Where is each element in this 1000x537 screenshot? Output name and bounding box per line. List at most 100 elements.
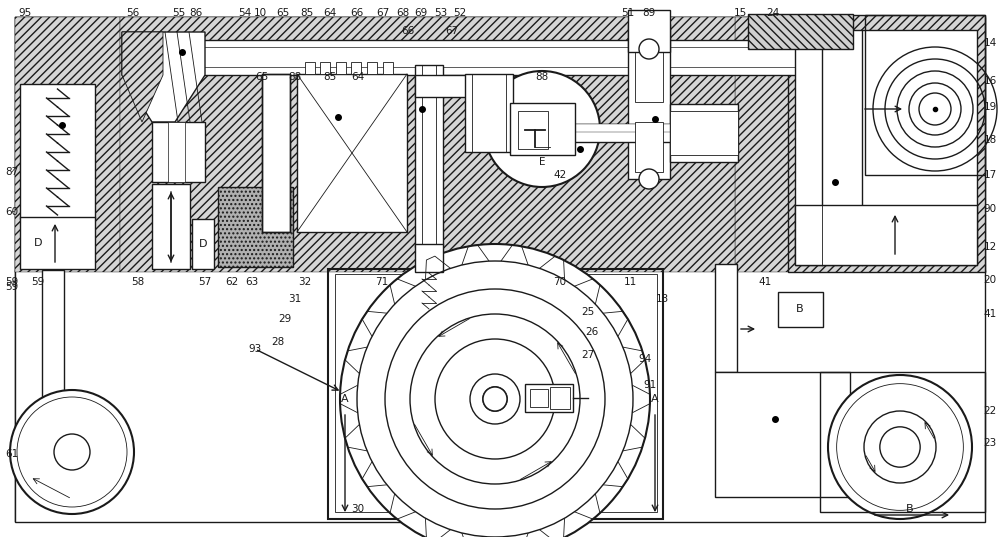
Text: 64: 64 bbox=[351, 72, 365, 82]
Bar bbox=[122, 40, 807, 75]
Bar bbox=[152, 184, 190, 269]
Bar bbox=[152, 122, 205, 182]
Bar bbox=[518, 111, 548, 149]
Bar bbox=[382, 62, 392, 74]
Bar bbox=[525, 384, 573, 412]
Bar bbox=[510, 103, 575, 155]
Text: 88: 88 bbox=[288, 72, 302, 82]
Text: 15: 15 bbox=[733, 8, 747, 18]
Text: 94: 94 bbox=[638, 354, 652, 364]
Polygon shape bbox=[122, 32, 163, 122]
Text: 59: 59 bbox=[31, 277, 45, 287]
Circle shape bbox=[880, 427, 920, 467]
Text: 90: 90 bbox=[983, 205, 997, 214]
Circle shape bbox=[10, 390, 134, 514]
Text: 12: 12 bbox=[983, 242, 997, 252]
Text: 13: 13 bbox=[655, 294, 669, 304]
Text: 59: 59 bbox=[5, 277, 19, 287]
Text: D: D bbox=[199, 239, 207, 249]
Text: 53: 53 bbox=[434, 8, 448, 18]
Bar bbox=[15, 17, 985, 272]
Bar bbox=[820, 372, 985, 512]
Bar bbox=[715, 264, 737, 372]
Text: 30: 30 bbox=[351, 504, 365, 514]
Text: 52: 52 bbox=[453, 8, 467, 18]
Text: 64: 64 bbox=[323, 8, 337, 18]
Text: 18: 18 bbox=[983, 135, 997, 144]
Text: E: E bbox=[539, 157, 545, 167]
Bar bbox=[530, 389, 548, 407]
Bar bbox=[635, 122, 663, 172]
Bar bbox=[865, 15, 985, 175]
Bar bbox=[415, 244, 443, 272]
Bar bbox=[218, 187, 293, 267]
Bar bbox=[320, 62, 330, 74]
Text: 85: 85 bbox=[323, 72, 337, 82]
Bar bbox=[336, 62, 346, 74]
Bar bbox=[415, 65, 443, 247]
Text: 67: 67 bbox=[376, 8, 390, 18]
Bar bbox=[42, 270, 64, 452]
Text: 10: 10 bbox=[253, 8, 267, 18]
Circle shape bbox=[484, 71, 600, 187]
Text: 29: 29 bbox=[278, 314, 292, 324]
Text: 17: 17 bbox=[983, 170, 997, 179]
Text: 95: 95 bbox=[18, 8, 32, 18]
Text: 67: 67 bbox=[445, 26, 459, 36]
Text: 89: 89 bbox=[642, 8, 656, 18]
Text: 86: 86 bbox=[189, 8, 203, 18]
Bar bbox=[15, 270, 985, 522]
Text: 23: 23 bbox=[983, 438, 997, 448]
Bar bbox=[297, 74, 407, 232]
Text: 71: 71 bbox=[375, 277, 389, 287]
Text: 25: 25 bbox=[581, 307, 595, 317]
Text: 28: 28 bbox=[271, 337, 285, 347]
Text: 58: 58 bbox=[131, 277, 145, 287]
Text: 66: 66 bbox=[401, 26, 415, 36]
Text: 16: 16 bbox=[983, 76, 997, 85]
Text: 63: 63 bbox=[245, 277, 259, 287]
Circle shape bbox=[639, 169, 659, 189]
Bar bbox=[510, 124, 672, 132]
Circle shape bbox=[639, 39, 659, 59]
Bar bbox=[510, 124, 672, 142]
Text: 87: 87 bbox=[5, 167, 19, 177]
Text: 51: 51 bbox=[621, 8, 635, 18]
Text: 27: 27 bbox=[581, 350, 595, 360]
Bar bbox=[715, 372, 850, 497]
Bar bbox=[192, 219, 214, 269]
Polygon shape bbox=[122, 32, 205, 122]
Bar bbox=[351, 62, 361, 74]
Text: 22: 22 bbox=[983, 406, 997, 416]
Text: 59: 59 bbox=[5, 282, 19, 292]
Text: 57: 57 bbox=[198, 277, 212, 287]
Bar bbox=[122, 47, 807, 67]
Bar bbox=[262, 74, 290, 232]
Bar bbox=[305, 62, 315, 74]
Bar bbox=[795, 30, 977, 265]
Bar bbox=[778, 292, 823, 327]
Bar bbox=[735, 17, 985, 272]
Bar bbox=[670, 111, 738, 155]
Text: 60: 60 bbox=[5, 207, 19, 217]
Text: 65: 65 bbox=[276, 8, 290, 18]
Bar bbox=[795, 205, 977, 265]
Bar bbox=[367, 62, 377, 74]
Bar bbox=[328, 269, 663, 519]
Text: 65: 65 bbox=[255, 72, 269, 82]
Text: 93: 93 bbox=[248, 344, 262, 354]
Text: B: B bbox=[906, 504, 914, 514]
Circle shape bbox=[470, 374, 520, 424]
Text: 56: 56 bbox=[126, 8, 140, 18]
Bar bbox=[120, 17, 735, 272]
Bar bbox=[168, 122, 185, 182]
Bar bbox=[628, 24, 670, 179]
Circle shape bbox=[54, 434, 90, 470]
Text: 41: 41 bbox=[758, 277, 772, 287]
Text: 26: 26 bbox=[585, 327, 599, 337]
Circle shape bbox=[828, 375, 972, 519]
Bar bbox=[670, 104, 738, 162]
Text: 62: 62 bbox=[225, 277, 239, 287]
Circle shape bbox=[483, 387, 507, 411]
Text: 24: 24 bbox=[766, 8, 780, 18]
